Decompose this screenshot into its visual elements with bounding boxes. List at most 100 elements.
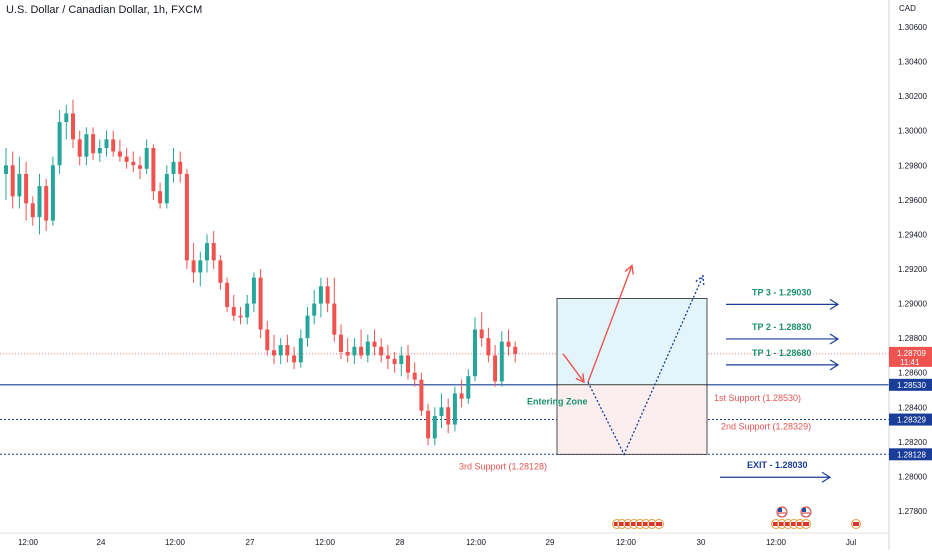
- candle-body: [446, 407, 451, 425]
- candle: [17, 156, 22, 209]
- candle: [452, 386, 457, 432]
- y-tick-label: 1.28200: [898, 438, 927, 447]
- event-flag-mark: [625, 522, 631, 526]
- candle: [191, 243, 196, 283]
- candle: [251, 272, 256, 313]
- candle: [392, 351, 397, 373]
- us-flag-canton: [802, 508, 806, 512]
- level-tag-label-1: 1.28530: [897, 381, 926, 390]
- projection-red-down-arrow: [575, 373, 585, 384]
- projection-blue-arrow: [695, 274, 705, 285]
- chart-title: U.S. Dollar / Canadian Dollar, 1h, FXCM: [6, 4, 203, 16]
- x-tick-label: 12:00: [18, 538, 39, 547]
- candle: [171, 148, 176, 183]
- candle-body: [399, 355, 404, 365]
- candle-body: [225, 282, 230, 308]
- candle-body: [312, 303, 317, 316]
- event-flag-mark: [773, 522, 779, 526]
- candle: [506, 329, 511, 356]
- candle-body: [278, 345, 283, 356]
- candle: [479, 312, 484, 347]
- candle-body: [191, 260, 196, 273]
- candle: [225, 277, 230, 313]
- candle-body: [198, 260, 203, 273]
- candle-body: [352, 346, 357, 356]
- exit-arrow-head: [821, 471, 832, 483]
- level-tag-label-2: 1.28329: [897, 416, 926, 425]
- candle-body: [452, 393, 457, 425]
- currency-label: CAD: [899, 4, 916, 13]
- tp-arrow-head-2: [829, 333, 840, 345]
- x-tick-label: 27: [246, 538, 255, 547]
- countdown-label: 11:41: [900, 358, 920, 367]
- y-tick-label: 1.30600: [898, 23, 927, 32]
- candle-body: [479, 329, 484, 339]
- event-flag-mark: [631, 522, 637, 526]
- candle-body: [499, 341, 504, 382]
- event-flag-mark: [803, 522, 809, 526]
- candle-body: [332, 303, 337, 335]
- projection-red-up-arrow: [624, 264, 634, 275]
- candle: [385, 345, 390, 370]
- candle: [211, 230, 216, 269]
- candle-body: [439, 407, 444, 416]
- event-marker-jul: [851, 519, 861, 529]
- tp-arrow-head-1: [829, 298, 840, 310]
- level-tag-2: [889, 413, 932, 426]
- candle: [406, 345, 410, 380]
- candle: [138, 156, 142, 180]
- x-tick-label: 12:00: [315, 538, 336, 547]
- candle: [37, 173, 42, 235]
- level-tag-1: [889, 378, 932, 391]
- candle: [91, 127, 96, 161]
- candle-body: [459, 393, 464, 399]
- candle: [446, 398, 451, 434]
- candle-body: [171, 161, 176, 174]
- label-support-2: 2nd Support (1.28329): [721, 422, 811, 432]
- candle-body: [178, 161, 183, 174]
- candle-body: [97, 148, 102, 154]
- event-flag-mark: [649, 522, 655, 526]
- candle-body: [211, 243, 216, 261]
- candle-body: [426, 410, 431, 439]
- candle: [399, 346, 404, 377]
- candle: [278, 338, 283, 365]
- candle-body: [385, 355, 390, 359]
- candle-body: [164, 173, 169, 204]
- candle: [486, 327, 491, 363]
- candle: [97, 139, 102, 162]
- candle: [205, 234, 209, 273]
- candle-body: [64, 113, 69, 123]
- candle: [158, 182, 163, 209]
- candle-body: [406, 355, 410, 373]
- event-flag-mark: [797, 522, 803, 526]
- target-zone: [556, 297, 708, 386]
- candle-body: [138, 165, 142, 169]
- candle: [198, 251, 203, 287]
- level-tag-label-3: 1.28128: [897, 450, 926, 459]
- projection-blue-dotted: [587, 275, 704, 456]
- candle-body: [339, 334, 343, 352]
- candle-body: [4, 165, 8, 174]
- y-tick-label: 1.29200: [898, 265, 927, 274]
- candle-body: [124, 156, 129, 162]
- candle-body: [412, 372, 417, 380]
- candle-body: [104, 139, 109, 148]
- candle-body: [345, 351, 350, 356]
- candle: [71, 99, 75, 148]
- candle-body: [251, 277, 256, 304]
- candle: [124, 148, 129, 169]
- projection-red-down: [562, 353, 585, 383]
- y-tick-label: 1.30200: [898, 92, 927, 101]
- x-tick-label: 28: [396, 538, 405, 547]
- candle-body: [318, 286, 323, 304]
- candle-body: [258, 277, 263, 330]
- candle: [57, 109, 62, 174]
- candle: [104, 130, 109, 157]
- y-tick-label: 1.29400: [898, 230, 927, 239]
- price-axis-bg: [889, 0, 932, 550]
- x-tick-label: Jul: [846, 538, 856, 547]
- candle-body: [50, 165, 55, 221]
